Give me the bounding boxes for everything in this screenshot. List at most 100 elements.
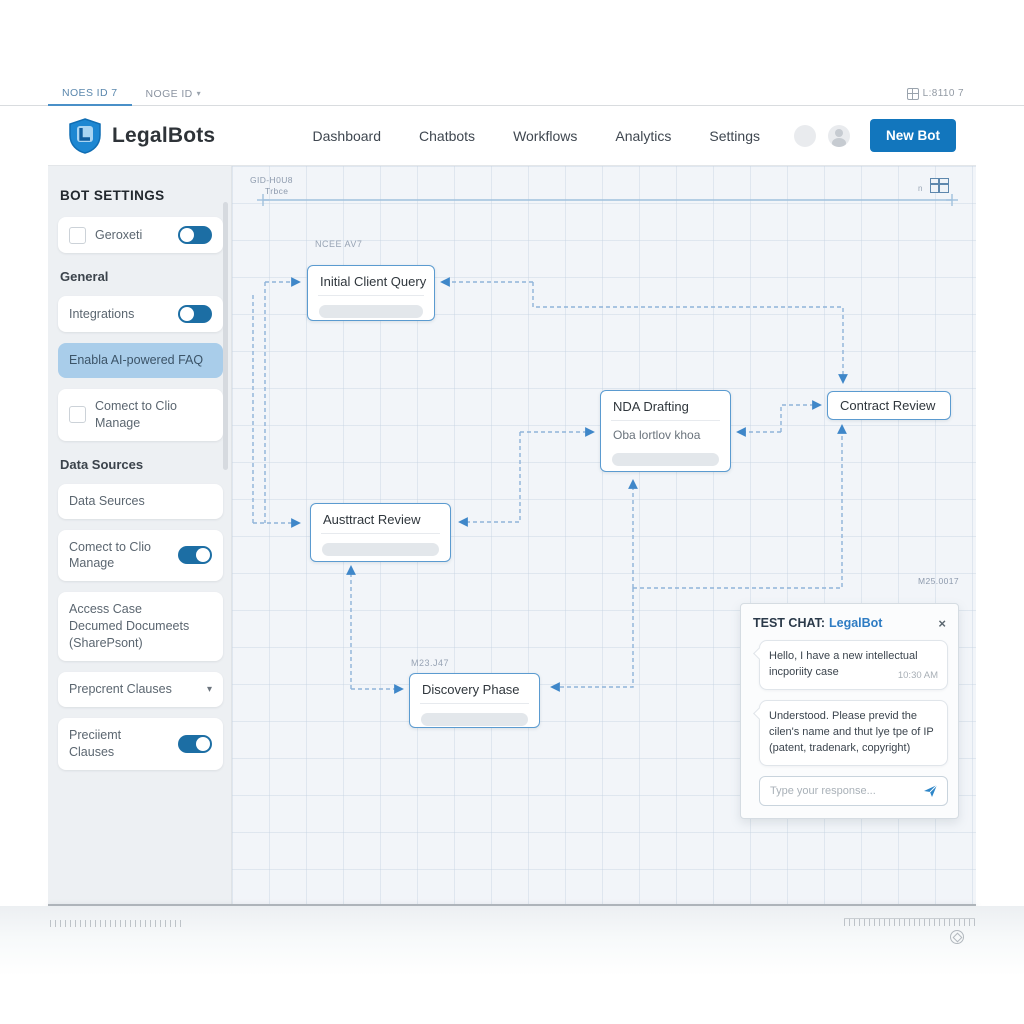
toggle-switch[interactable] xyxy=(178,546,212,565)
node-title: Austtract Review xyxy=(323,512,421,527)
close-icon[interactable]: × xyxy=(938,615,946,631)
setting-label: Enabla AI-powered FAQ xyxy=(69,353,204,367)
node-placeholder-bar xyxy=(612,453,719,466)
chat-header: TEST CHAT: LegalBot × xyxy=(753,616,946,630)
node-title: Discovery Phase xyxy=(422,682,520,697)
node-placeholder-bar xyxy=(322,543,439,556)
sidebar-title: BOT SETTINGS xyxy=(60,188,165,203)
checkbox-icon[interactable] xyxy=(69,226,86,244)
tabstrip-status: L:8110 7 xyxy=(906,87,976,100)
checkbox-icon[interactable] xyxy=(69,406,86,424)
node-nda-drafting[interactable]: NDA Drafting Oba lortlov khoa xyxy=(600,390,731,472)
canvas-ref-label: M25.0017 xyxy=(917,576,959,586)
notification-avatar-icon[interactable] xyxy=(794,124,816,147)
node-placeholder-bar xyxy=(319,305,423,318)
frame-line-top xyxy=(0,105,1024,106)
node-placeholder-bar xyxy=(421,713,528,726)
chevron-down-icon: ▾ xyxy=(196,89,202,98)
setting-label: Data Seurces xyxy=(69,493,145,508)
setting-label: Prepcrent Clauses xyxy=(69,681,172,696)
send-icon[interactable] xyxy=(923,783,939,799)
node-divider xyxy=(420,703,529,704)
brand-name: LegalBots xyxy=(112,123,216,147)
setting-label: Preciiemt Clauses xyxy=(69,727,122,759)
chat-input-row xyxy=(759,775,948,806)
bottom-strip xyxy=(0,906,1024,976)
main-nav: Dashboard Chatbots Workflows Analytics S… xyxy=(313,128,760,144)
setting-label-line2: Decumed Documeets (SharePsont) xyxy=(69,619,190,650)
node-title: Contract Review xyxy=(840,398,936,413)
chat-timestamp: 10:30 AM xyxy=(897,669,938,681)
nav-analytics[interactable]: Analytics xyxy=(615,127,672,144)
node-title: NDA Drafting xyxy=(613,399,689,414)
grid-toggle-icon[interactable] xyxy=(930,178,949,193)
canvas-origin-label: GID-H0U8 xyxy=(250,175,293,185)
node-title: Initial Client Query xyxy=(320,274,427,289)
nav-settings[interactable]: Settings xyxy=(709,127,760,144)
brand[interactable]: LegalBots xyxy=(68,117,216,154)
node-divider xyxy=(321,533,440,534)
setting-card-geroxeti[interactable]: Geroxeti xyxy=(58,217,223,253)
node-contract-review[interactable]: Contract Review xyxy=(827,391,951,420)
chat-message-user: Hello, I have a new intellectual incpori… xyxy=(759,640,948,690)
tabstrip-status-text: L:8110 7 xyxy=(922,88,964,99)
chat-message-bot: Understood. Please previd the cilen's na… xyxy=(759,699,948,766)
chat-message-text: Understood. Please previd the cilen's na… xyxy=(769,709,934,754)
setting-label: Geroxeti xyxy=(95,227,143,242)
canvas-origin-sublabel: Trbce xyxy=(265,186,289,196)
browser-tabstrip: NOES ID 7 NOGE ID ▾ L:8110 7 xyxy=(48,81,976,106)
setting-card-precedent-clauses-toggle[interactable]: Preciiemt Clauses xyxy=(58,717,223,770)
frame-bottom-edge xyxy=(48,904,976,906)
toggle-switch[interactable] xyxy=(178,734,212,753)
setting-card-access-case[interactable]: Access Case Decumed Documeets (SharePson… xyxy=(58,592,223,661)
node-divider xyxy=(318,295,424,296)
setting-label: Comect to Clio Manage xyxy=(69,539,151,571)
header-avatars xyxy=(794,124,850,147)
workflow-canvas[interactable]: GID-H0U8 Trbce n NCEE AV7 Initial Client… xyxy=(232,166,976,904)
ruler-right xyxy=(844,918,975,926)
node-austract-review[interactable]: Austtract Review xyxy=(310,503,451,562)
chat-input[interactable] xyxy=(768,783,923,798)
canvas-zoom-mark: n xyxy=(918,184,923,193)
toggle-switch[interactable] xyxy=(178,305,212,323)
node-subtitle: Oba lortlov khoa xyxy=(613,428,701,442)
nav-workflows[interactable]: Workflows xyxy=(513,127,578,144)
setting-card-precedent-clauses-dropdown[interactable]: Prepcrent Clauses ▾ xyxy=(58,671,223,707)
tab-node-id[interactable]: NOGE ID ▾ xyxy=(132,82,216,105)
app-header: LegalBots Dashboard Chatbots Workflows A… xyxy=(48,106,976,166)
setting-card-clio-manage[interactable]: Comect to Clio Manage xyxy=(58,388,223,441)
setting-card-integrations[interactable]: Integrations xyxy=(58,296,223,332)
bot-settings-sidebar: BOT SETTINGS Geroxeti General Integratio… xyxy=(48,166,232,904)
test-chat-panel: TEST CHAT: LegalBot × Hello, I have a ne… xyxy=(740,603,959,819)
section-general: General xyxy=(60,269,109,284)
node-initial-client-query[interactable]: Initial Client Query xyxy=(307,265,435,321)
node-discovery-phase[interactable]: Discovery Phase xyxy=(409,673,540,728)
app-body: BOT SETTINGS Geroxeti General Integratio… xyxy=(48,166,976,904)
ruler-left xyxy=(50,920,182,927)
chevron-down-icon[interactable]: ▾ xyxy=(206,683,212,695)
chat-bot-name: LegalBot xyxy=(829,616,883,630)
nav-dashboard[interactable]: Dashboard xyxy=(312,127,382,144)
section-data-sources: Data Sources xyxy=(60,456,144,472)
chat-title-prefix: TEST CHAT: xyxy=(753,616,825,630)
setting-card-ai-faq[interactable]: Enabla AI-powered FAQ xyxy=(58,343,223,378)
tab-node-id-7[interactable]: NOES ID 7 xyxy=(48,81,132,106)
workflow-connectors xyxy=(252,194,958,694)
setting-label: Integrations xyxy=(69,306,135,321)
compass-icon xyxy=(950,930,964,944)
node-divider xyxy=(611,420,720,421)
sidebar-scrollbar[interactable] xyxy=(223,202,228,470)
setting-card-clio-manage-2[interactable]: Comect to Clio Manage xyxy=(58,529,223,582)
chat-message-text: Hello, I have a new intellectual incpori… xyxy=(769,650,918,678)
setting-label-line1: Access Case xyxy=(69,602,142,617)
setting-label: Access Case Decumed Documeets (SharePson… xyxy=(69,601,212,652)
shield-logo-icon xyxy=(69,117,101,154)
nav-chatbots[interactable]: Chatbots xyxy=(419,127,476,144)
node-badge: NCEE AV7 xyxy=(315,239,363,249)
user-avatar[interactable] xyxy=(828,124,850,147)
toggle-switch[interactable] xyxy=(178,226,212,244)
new-bot-button[interactable]: New Bot xyxy=(870,119,956,152)
tab-label: NOES ID 7 xyxy=(62,86,118,99)
setting-card-data-sources[interactable]: Data Seurces xyxy=(58,483,223,519)
